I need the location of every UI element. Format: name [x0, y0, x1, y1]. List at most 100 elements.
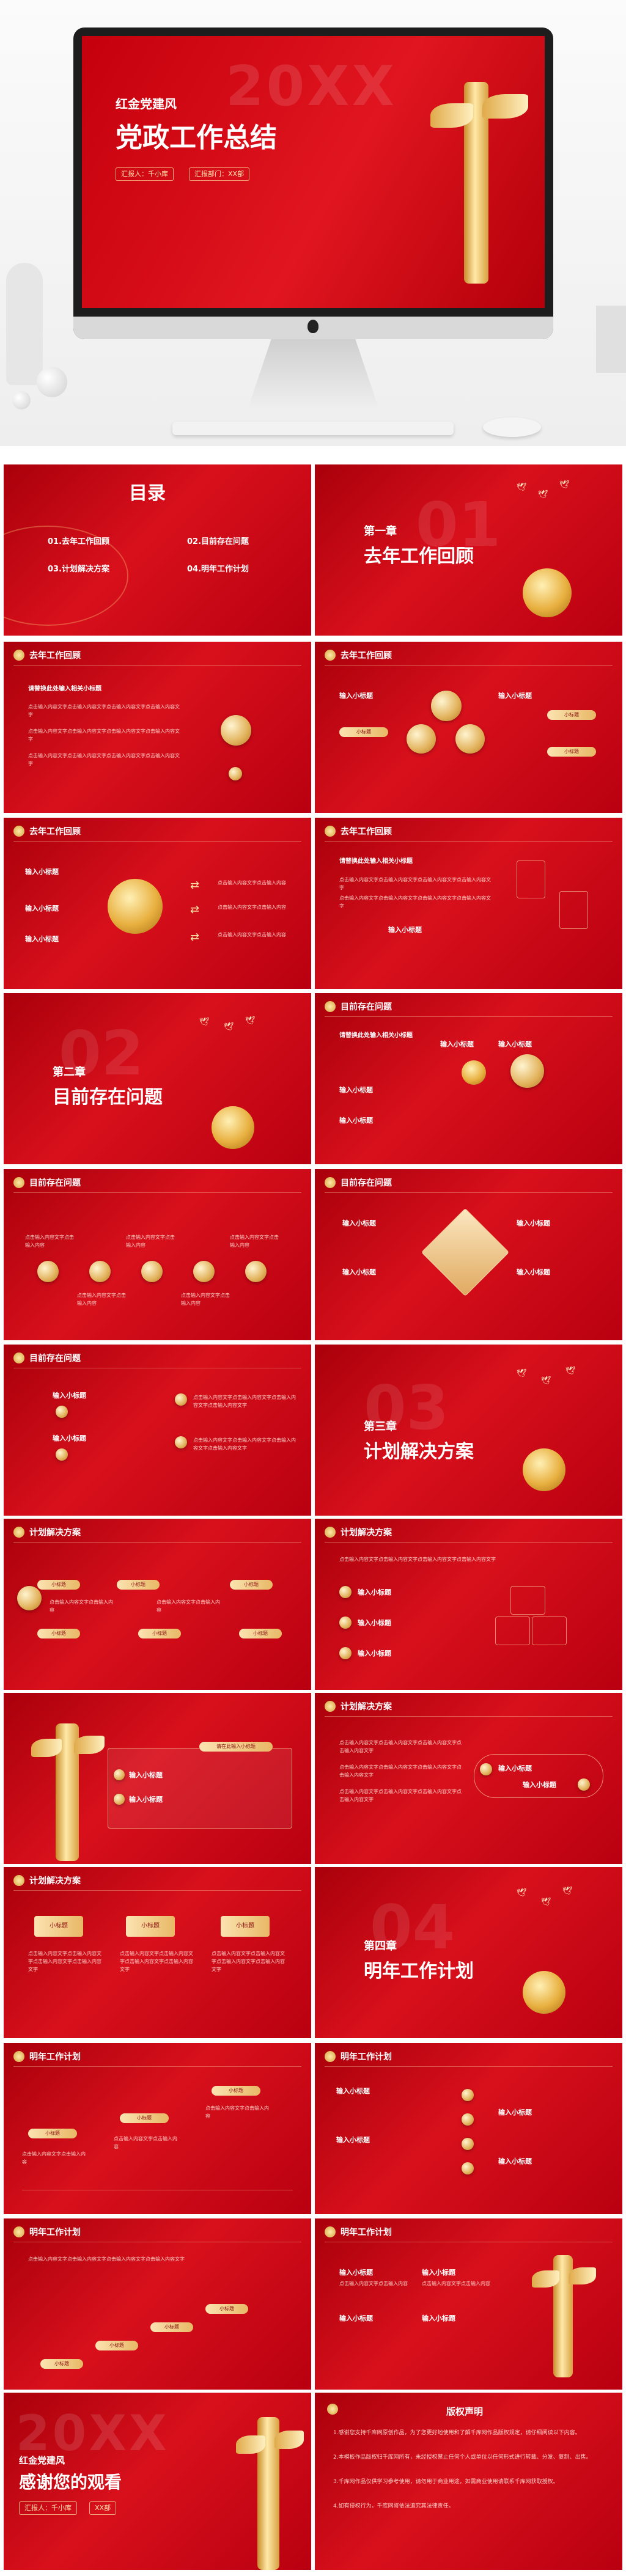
- subtitle-label: 输入小标题: [53, 1434, 86, 1442]
- tag-button: 小标题: [37, 1629, 80, 1638]
- statue-wing-icon: [274, 2431, 304, 2449]
- chapter-title: 目前存在问题: [53, 1087, 163, 1108]
- decor-ball: [37, 367, 67, 397]
- tag-button: 请在此输入小标题: [199, 1742, 273, 1752]
- toc-item: 02.目前存在问题: [187, 537, 249, 546]
- toc-item: 04.明年工作计划: [187, 565, 249, 574]
- intro-label: 请替换此处输入相关小标题: [339, 858, 413, 865]
- keyboard: [172, 422, 454, 435]
- slide-plan-1: 计划解决方案 小标题 小标题 小标题 小标题 小标题 小标题 点击输入内容文字点…: [4, 1519, 311, 1690]
- slide-review-2: 去年工作回顾 输入小标题 输入小标题 小标题 小标题 小标题: [315, 642, 622, 813]
- tag-button: 小标题: [547, 710, 596, 720]
- body-text: 点击输入内容文字点击输入内容: [50, 1599, 113, 1613]
- copyright-line: 3.千库网作品仅供学习参考使用，请勿用于商业用途，如需商业使用请联系千库网获取授…: [333, 2479, 559, 2485]
- tag-button: 小标题: [37, 1580, 80, 1590]
- dove-icon: 🕊: [538, 490, 548, 499]
- slide-ending: 20XX 红金党建风 感谢您的观看 汇报人：千小库 XX部: [4, 2393, 311, 2570]
- dove-icon: 🕊: [517, 1369, 527, 1378]
- body-text: 点击输入内容文字点击输入内容文字点击输入内容文字点击输入内容文字: [339, 1557, 496, 1562]
- subtitle-label: 输入小标题: [339, 692, 373, 700]
- body-text: 点击输入内容文字点击输入内容文字点击输入内容文字点击输入内容文字: [193, 1437, 296, 1451]
- tag-button: 小标题: [28, 2129, 77, 2138]
- slide-review-1: 去年工作回顾 请替换此处输入相关小标题 点击输入内容文字点击输入内容文字点击输入…: [4, 642, 311, 813]
- section-title: 明年工作计划: [341, 2052, 392, 2062]
- subtitle-label: 输入小标题: [523, 1781, 556, 1789]
- intro-label: 请替换此处输入相关小标题: [339, 1032, 413, 1039]
- subtitle-label: 输入小标题: [129, 1796, 163, 1804]
- subtitle-label: 输入小标题: [25, 935, 59, 943]
- slide-issue-3: 目前存在问题 输入小标题 输入小标题 输入小标题 输入小标题: [315, 1169, 622, 1340]
- party-emblem-icon: [325, 826, 336, 837]
- reporter-pill: 汇报人：千小库: [19, 2501, 77, 2515]
- ending-title: 感谢您的观看: [19, 2472, 122, 2492]
- body-text: 点击输入内容文字点击输入内容文字点击输入内容文字点击输入内容文字: [193, 1395, 296, 1408]
- subtitle-label: 输入小标题: [25, 905, 59, 912]
- chapter-number: 03: [364, 1372, 449, 1444]
- diamond-graphic: [421, 1208, 510, 1297]
- intro-label: 请替换此处输入相关小标题: [28, 686, 101, 692]
- icon-card: [559, 891, 588, 929]
- body-text: 点击输入内容文字点击输入内容文字点击输入内容文字点击输入内容文字: [28, 2256, 185, 2262]
- gold-ball: [175, 1436, 187, 1448]
- gold-ball: [221, 715, 251, 746]
- tag-button: 小标题: [230, 1580, 273, 1590]
- subtitle-label: 输入小标题: [498, 2108, 532, 2116]
- section-title: 计划解决方案: [29, 1528, 81, 1538]
- statue-wing-icon: [74, 1736, 105, 1754]
- section-title: 计划解决方案: [29, 1876, 81, 1886]
- chapter-label: 第三章: [364, 1420, 397, 1433]
- section-title: 去年工作回顾: [29, 651, 81, 661]
- section-title: 去年工作回顾: [341, 827, 392, 837]
- body-text: 点击输入内容文字点击输入内容: [22, 2151, 86, 2165]
- gold-ball: [193, 1261, 215, 1282]
- party-emblem-icon: [523, 1448, 565, 1491]
- body-text: 点击输入内容文字点击输入内容文字点击输入内容文字点击输入内容文字: [339, 877, 491, 890]
- chapter-number: 01: [416, 489, 501, 560]
- subtitle-label: 输入小标题: [129, 1771, 163, 1779]
- tag-button: 小标题: [547, 747, 596, 757]
- subtitle-label: 输入小标题: [339, 2269, 373, 2277]
- gold-ball: [175, 1393, 187, 1406]
- gold-ball: [339, 1647, 352, 1659]
- slide-review-4: 去年工作回顾 请替换此处输入相关小标题 点击输入内容文字点击输入内容文字点击输入…: [315, 818, 622, 989]
- party-emblem-icon: [325, 650, 336, 661]
- step-button: 小标题: [40, 2359, 83, 2369]
- dove-icon: 🕊: [541, 1376, 551, 1385]
- slide-issue-2: 目前存在问题 点击输入内容文字点击输入内容 点击输入内容文字点击输入内容 点击输…: [4, 1169, 311, 1340]
- dove-icon: 🕊: [199, 1018, 210, 1027]
- body-text: 点击输入内容文字点击输入内容文字点击输入内容文字点击输入内容文字: [339, 1789, 462, 1802]
- body-text: 点击输入内容文字点击输入内容: [422, 2281, 490, 2286]
- slide-chapter-1: 01 第一章 去年工作回顾 🕊 🕊 🕊: [315, 464, 622, 636]
- body-text: 点击输入内容文字点击输入内容文字点击输入内容文字点击输入内容文字: [28, 1951, 101, 1972]
- dove-icon: 🕊: [559, 480, 570, 490]
- cover-subtitle: 红金党建风: [116, 97, 177, 111]
- gold-ball: [114, 1769, 125, 1780]
- body-text: 点击输入内容文字点击输入内容: [181, 1293, 230, 1306]
- double-arrow-icon: ⇄: [190, 879, 200, 892]
- gold-ball: [17, 1586, 42, 1610]
- icon-card: [495, 1616, 530, 1645]
- dove-icon: 🕊: [517, 1888, 527, 1898]
- gold-ball: [56, 1406, 68, 1418]
- step-button: 小标题: [150, 2322, 193, 2332]
- flow-frame: [474, 1754, 603, 1798]
- subtitle-label: 输入小标题: [342, 1268, 376, 1276]
- slide-chapter-4: 04 第四章 明年工作计划 🕊 🕊 🕊: [315, 1867, 622, 2038]
- cover-slide: 20XX 红金党建风 党政工作总结 汇报人：千小库 汇报部门：XX部: [82, 36, 545, 308]
- statue-wing-icon: [236, 2435, 265, 2454]
- body-text: 点击输入内容文字点击输入内容: [339, 2281, 408, 2286]
- subtitle-label: 输入小标题: [336, 2087, 370, 2095]
- gold-ball: [141, 1261, 163, 1282]
- section-title: 目前存在问题: [341, 1002, 392, 1012]
- gold-ball: [407, 724, 436, 754]
- section-title: 计划解决方案: [341, 1702, 392, 1712]
- body-text: 点击输入内容文字点击输入内容文字点击输入内容文字点击输入内容文字: [28, 728, 180, 742]
- subtitle-label: 输入小标题: [53, 1392, 86, 1400]
- party-emblem-icon: [108, 879, 163, 934]
- gold-ball: [462, 2089, 474, 2101]
- gold-ball: [339, 1586, 352, 1598]
- gold-ball: [245, 1261, 267, 1282]
- section-title: 目前存在问题: [29, 1178, 81, 1188]
- subtitle-label: 输入小标题: [498, 692, 532, 700]
- body-text: 点击输入内容文字点击输入内容: [218, 932, 286, 938]
